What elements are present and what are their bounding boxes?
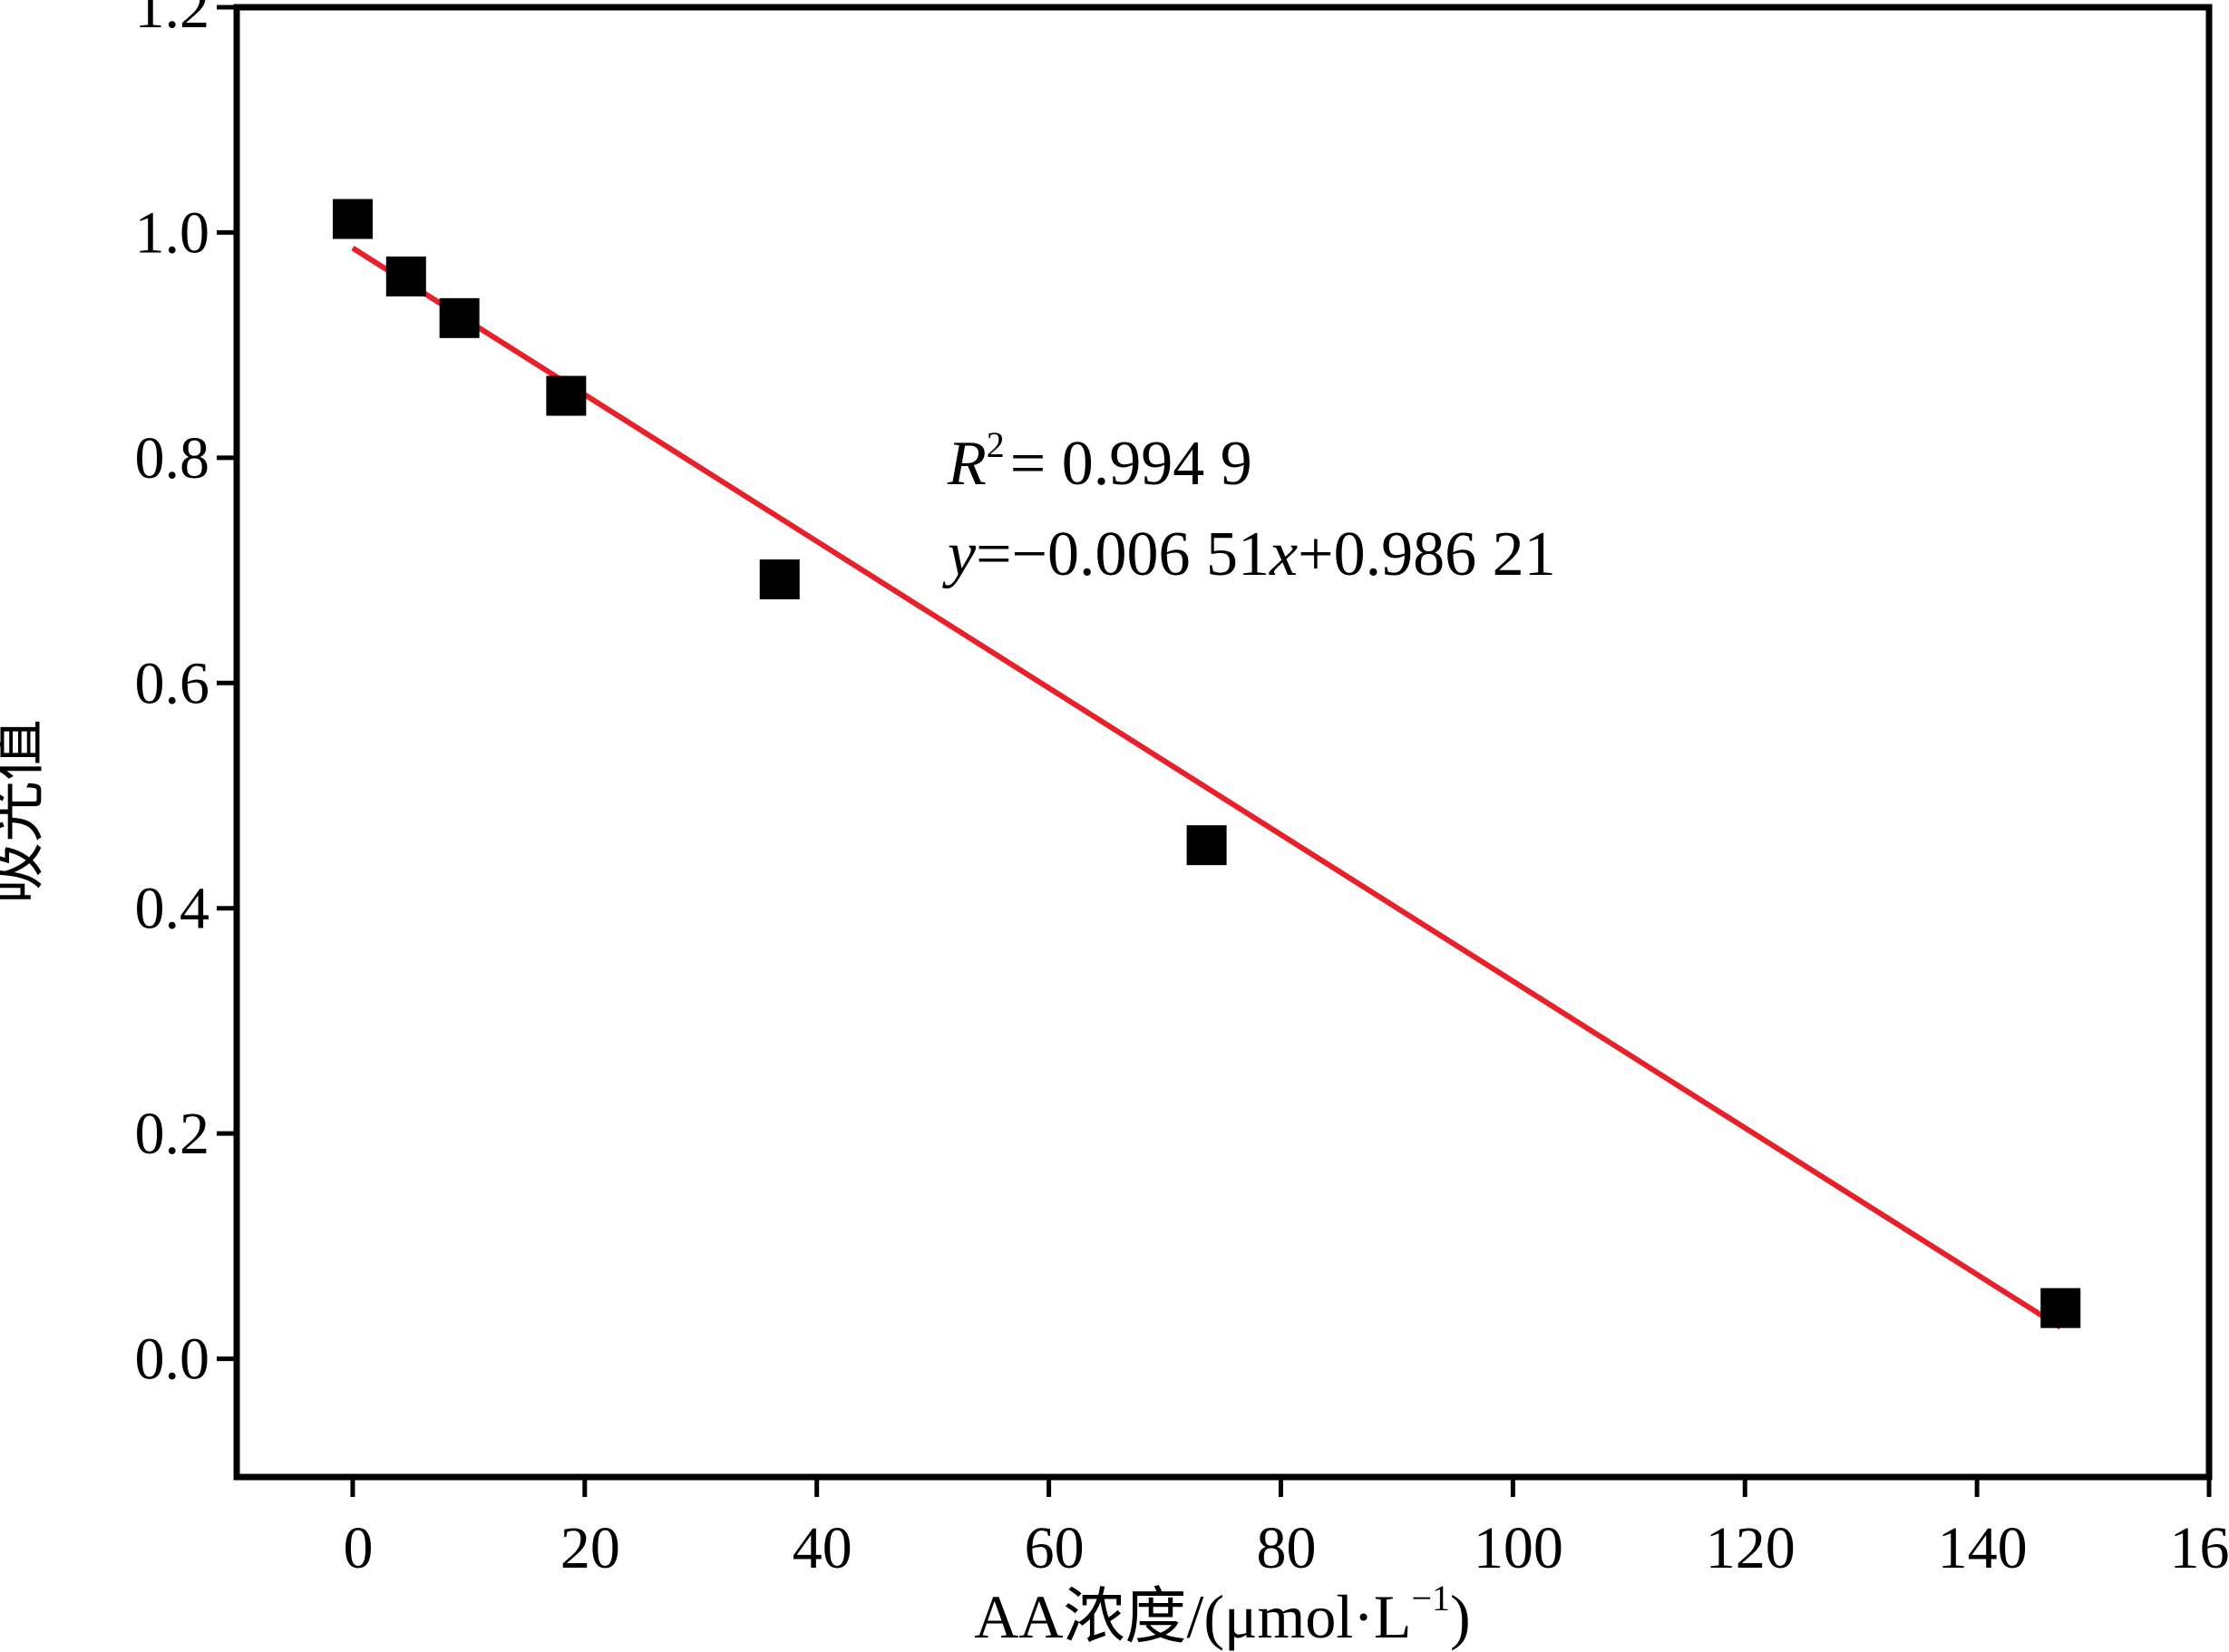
r-squared-value: = 0.994 9 [1010,429,1252,499]
x-tick-label: 40 [793,1515,852,1581]
data-point [759,559,800,600]
data-point [1186,825,1227,866]
fit-line-layer [351,246,2062,1330]
r-squared-annotation: R2= 0.994 9 [947,424,1252,499]
regression-equation: y=−0.006 51x+0.986 21 [942,520,1556,589]
x-tick-label: 160 [2170,1515,2229,1581]
data-points-layer [332,199,2081,1328]
x-axis-ticks: 0 20 40 60 80 100 120 140 160 [343,1477,2229,1581]
y-tick-label: 0.2 [135,1101,210,1167]
r-squared-superscript: 2 [987,424,1005,465]
y-tick-label: 0.8 [135,425,210,491]
x-axis-title-superscript: −1 [1411,1578,1450,1618]
data-point [546,375,587,416]
x-tick-label: 80 [1256,1515,1316,1581]
equation-x: x [1269,520,1298,589]
x-tick-label: 0 [343,1515,373,1581]
data-point [2040,1288,2081,1328]
equation-intercept: +0.986 21 [1298,520,1555,589]
y-axis-ticks: 0.0 0.2 0.4 0.6 0.8 1.0 1.2 [135,0,237,1393]
data-point [439,297,480,338]
y-tick-label: 1.2 [135,0,210,41]
x-tick-label: 20 [560,1515,620,1581]
y-tick-label: 1.0 [135,199,210,266]
fit-line [351,246,2062,1330]
x-axis-title: AA浓度/(μmol·L−1) [974,1578,1470,1651]
y-tick-label: 0.4 [135,876,210,942]
equation-slope: =−0.006 51 [976,520,1270,589]
plot-frame [233,4,2213,1481]
y-axis-title: 吸光值 [0,719,50,904]
x-tick-label: 60 [1025,1515,1085,1581]
r-squared-symbol: R [947,429,987,499]
y-tick-label: 0.6 [135,650,210,716]
x-tick-label: 140 [1938,1515,2028,1581]
x-axis-title-end: ) [1450,1582,1471,1651]
data-point [332,199,373,239]
x-tick-label: 100 [1474,1515,1563,1581]
equation-y: y [942,520,977,589]
data-point [385,256,426,296]
y-tick-label: 0.0 [135,1326,210,1393]
x-tick-label: 120 [1706,1515,1796,1581]
x-axis-title-main: AA浓度/(μmol·L [974,1582,1411,1651]
